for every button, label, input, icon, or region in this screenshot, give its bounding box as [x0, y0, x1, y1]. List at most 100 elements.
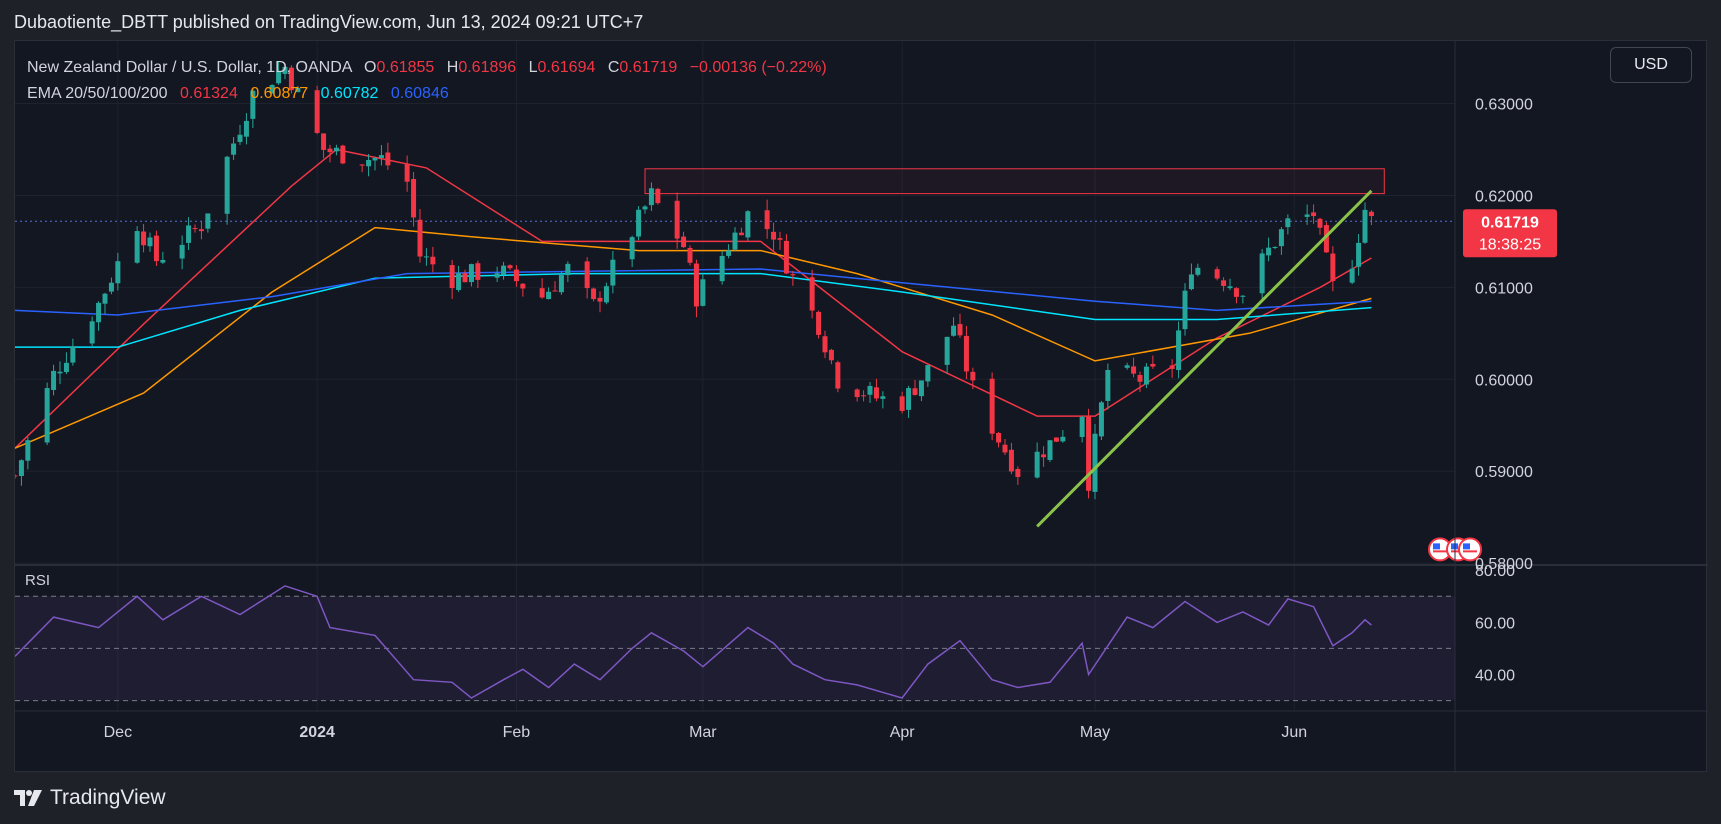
candle-up[interactable] — [1285, 218, 1291, 228]
candle-down[interactable] — [771, 231, 777, 240]
candle-up[interactable] — [1266, 247, 1272, 256]
candle-down[interactable] — [1169, 365, 1175, 369]
candle-down[interactable] — [153, 235, 159, 262]
candle-up[interactable] — [231, 143, 237, 155]
candle-up[interactable] — [719, 256, 725, 282]
candle-up[interactable] — [610, 259, 616, 286]
candle-up[interactable] — [282, 66, 288, 74]
candle-down[interactable] — [539, 288, 545, 298]
candle-up[interactable] — [134, 231, 140, 263]
candle-up[interactable] — [295, 87, 301, 93]
candle-down[interactable] — [584, 261, 590, 289]
candle-down[interactable] — [899, 396, 905, 411]
candle-up[interactable] — [648, 188, 654, 206]
candle-down[interactable] — [790, 274, 796, 276]
candle-up[interactable] — [1304, 214, 1310, 217]
candle-up[interactable] — [565, 263, 571, 276]
candle-down[interactable] — [1368, 211, 1374, 217]
candle-up[interactable] — [1176, 330, 1182, 371]
ema-line-50[interactable] — [15, 226, 1372, 449]
candle-down[interactable] — [681, 236, 687, 248]
candle-up[interactable] — [468, 264, 474, 283]
candle-up[interactable] — [642, 206, 648, 210]
candle-up[interactable] — [160, 260, 166, 263]
candle-up[interactable] — [147, 237, 153, 247]
candle-up[interactable] — [366, 160, 372, 167]
candle-up[interactable] — [546, 291, 552, 300]
candle-up[interactable] — [603, 286, 609, 303]
candle-down[interactable] — [1131, 366, 1137, 374]
candle-up[interactable] — [1182, 290, 1188, 330]
candle-down[interactable] — [873, 387, 879, 399]
candle-down[interactable] — [1053, 437, 1059, 442]
candle-up[interactable] — [96, 302, 102, 323]
candle-down[interactable] — [1002, 444, 1008, 453]
candle-up[interactable] — [333, 147, 339, 152]
candle-up[interactable] — [57, 371, 63, 374]
candle-down[interactable] — [835, 362, 841, 389]
candle-up[interactable] — [1060, 436, 1066, 442]
candle-up[interactable] — [423, 256, 429, 258]
trendline[interactable] — [1036, 189, 1373, 528]
candle-down[interactable] — [462, 273, 468, 283]
candle-down[interactable] — [192, 228, 198, 230]
candle-up[interactable] — [44, 388, 50, 443]
candle-up[interactable] — [726, 250, 732, 256]
candle-up[interactable] — [89, 321, 95, 344]
resistance-zone[interactable] — [644, 168, 1385, 195]
candle-down[interactable] — [520, 283, 526, 289]
ema-line-20[interactable] — [15, 148, 1372, 449]
candle-up[interactable] — [1047, 440, 1053, 460]
candle-up[interactable] — [1356, 242, 1362, 267]
candle-up[interactable] — [205, 213, 211, 229]
candle-up[interactable] — [70, 346, 76, 363]
candle-up[interactable] — [269, 85, 275, 94]
candle-down[interactable] — [449, 265, 455, 289]
candle-up[interactable] — [51, 370, 57, 390]
candle-down[interactable] — [1221, 280, 1227, 286]
candle-down[interactable] — [738, 232, 744, 236]
candle-down[interactable] — [777, 238, 783, 240]
candle-down[interactable] — [989, 378, 995, 434]
candle-down[interactable] — [198, 229, 204, 232]
candle-down[interactable] — [141, 231, 147, 246]
candle-up[interactable] — [115, 261, 121, 284]
candle-down[interactable] — [404, 164, 410, 182]
candle-down[interactable] — [288, 67, 294, 91]
candle-down[interactable] — [822, 336, 828, 353]
candle-up[interactable] — [1105, 369, 1111, 401]
candle-up[interactable] — [494, 273, 500, 278]
candle-up[interactable] — [732, 232, 738, 250]
candle-up[interactable] — [102, 293, 108, 304]
candle-up[interactable] — [378, 155, 384, 159]
candle-up[interactable] — [1272, 246, 1278, 248]
symbol-title[interactable]: New Zealand Dollar / U.S. Dollar, 1D, OA… — [27, 59, 352, 76]
candle-down[interactable] — [507, 265, 513, 269]
candle-up[interactable] — [1259, 253, 1265, 294]
candle-up[interactable] — [1362, 209, 1368, 243]
candle-down[interactable] — [1015, 468, 1021, 477]
candle-down[interactable] — [996, 432, 1002, 443]
candle-down[interactable] — [1150, 363, 1156, 367]
candle-up[interactable] — [1240, 295, 1246, 297]
candle-down[interactable] — [513, 269, 519, 282]
candle-up[interactable] — [63, 362, 69, 373]
candle-up[interactable] — [558, 275, 564, 293]
candle-up[interactable] — [1124, 365, 1130, 368]
candle-down[interactable] — [430, 256, 436, 265]
candle-up[interactable] — [1227, 286, 1233, 289]
candle-up[interactable] — [276, 71, 282, 84]
candle-down[interactable] — [809, 277, 815, 311]
ema-line-200[interactable] — [15, 268, 1372, 316]
candle-down[interactable] — [1330, 253, 1336, 282]
candle-up[interactable] — [179, 244, 185, 259]
candle-up[interactable] — [944, 336, 950, 365]
candle-down[interactable] — [957, 324, 963, 336]
candle-down[interactable] — [411, 179, 417, 218]
candle-down[interactable] — [1317, 218, 1323, 228]
candle-up[interactable] — [906, 388, 912, 410]
rsi-line[interactable] — [15, 585, 1372, 699]
candle-down[interactable] — [1233, 288, 1239, 297]
ema-line-100[interactable] — [15, 272, 1372, 348]
candle-up[interactable] — [224, 156, 230, 214]
